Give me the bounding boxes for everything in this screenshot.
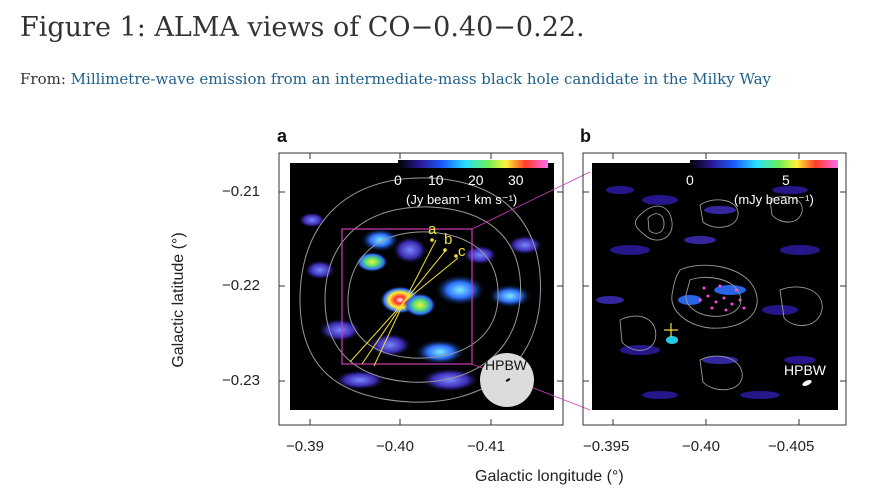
panel-b-x-tick-label: −0.395 xyxy=(583,438,630,455)
source-label-b: b xyxy=(444,231,453,248)
panel-a-beam-shape xyxy=(505,378,511,382)
from-prefix: From: xyxy=(20,70,71,88)
panel-a-source-points xyxy=(430,238,458,258)
panel-a-x-tick-label: −0.40 xyxy=(376,438,414,455)
panel-a-contours xyxy=(299,177,541,403)
x-axis-label: Galactic longitude (°) xyxy=(475,468,624,485)
panel-a-direction-lines xyxy=(349,239,459,367)
panel-a-colorbar xyxy=(398,160,548,168)
panel-a-axis-ticks xyxy=(279,153,563,425)
y-tick-label: −0.21 xyxy=(222,183,260,200)
panel-b-colorbar xyxy=(690,160,838,168)
y-axis-label: Galactic latitude (°) xyxy=(170,232,187,368)
zoom-line-top xyxy=(471,171,591,230)
panel-b-contours xyxy=(619,196,823,391)
panel-b-axis-ticks xyxy=(583,153,846,425)
panel-a-colorbar-unit: (Jy beam⁻¹ km s⁻¹) xyxy=(406,192,518,207)
panel-b-noise xyxy=(596,186,820,399)
panel-b-colorbar-tick: 0 xyxy=(686,172,694,188)
panel-b-colorbar-tick: 5 xyxy=(782,172,790,188)
panel-b-x-tick-label: −0.405 xyxy=(768,438,815,455)
source-label-a: a xyxy=(428,221,437,238)
panel-a-hpbw-label: HPBW xyxy=(485,357,527,373)
panel-a-label: a xyxy=(277,126,288,146)
panel-b-colorbar-unit: (mJy beam⁻¹) xyxy=(734,192,814,207)
panel-a-colorbar-tick: 0 xyxy=(394,172,402,188)
panel-a-colorbar-tick: 10 xyxy=(428,172,444,188)
panel-a xyxy=(278,152,591,426)
y-tick-label: −0.22 xyxy=(222,277,260,294)
panel-a-x-tick-label: −0.41 xyxy=(467,438,505,455)
panel-b-label: b xyxy=(580,126,591,146)
panel-a-x-tick-label: −0.39 xyxy=(286,438,324,455)
panel-a-colorbar-tick: 20 xyxy=(468,172,484,188)
source-line: From: Millimetre-wave emission from an i… xyxy=(20,70,771,88)
source-label-c: c xyxy=(458,243,466,260)
panel-a-frame xyxy=(278,152,564,426)
panel-b-frame xyxy=(582,152,847,426)
panel-b-magenta-points xyxy=(698,284,746,312)
y-tick-label: −0.23 xyxy=(222,372,260,389)
panel-a-zoom-box xyxy=(341,228,473,365)
panel-b-hpbw-label: HPBW xyxy=(784,362,826,378)
panel-b-beam-shape xyxy=(802,379,812,387)
panel-a-colorbar-tick: 30 xyxy=(508,172,524,188)
panel-b xyxy=(582,152,847,426)
figure-title: Figure 1: ALMA views of CO−0.40−0.22. xyxy=(20,12,585,43)
article-link[interactable]: Millimetre-wave emission from an interme… xyxy=(70,70,772,88)
panel-b-x-tick-label: −0.40 xyxy=(682,438,720,455)
panel-b-cross-marker xyxy=(664,323,678,337)
